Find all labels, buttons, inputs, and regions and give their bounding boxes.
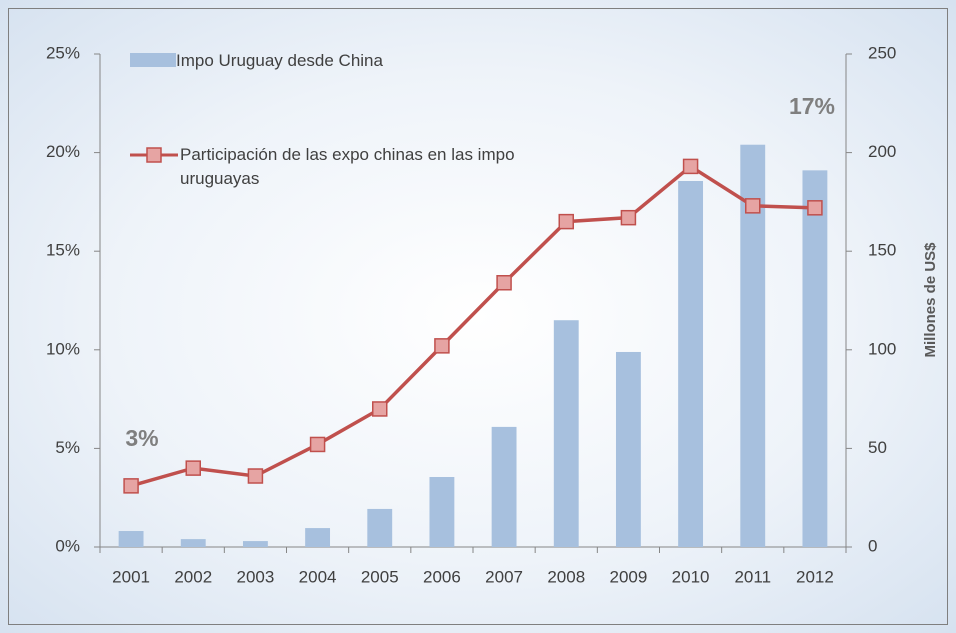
marker <box>434 338 450 354</box>
y2-axis-label: Millones de US$ <box>922 242 939 358</box>
marker <box>185 460 201 476</box>
x-tick-label: 2004 <box>299 567 337 586</box>
y-tick-label: 20% <box>46 142 80 161</box>
marker <box>123 478 139 494</box>
bar <box>491 426 517 547</box>
x-tick-label: 2008 <box>547 567 585 586</box>
bar <box>678 180 704 547</box>
legend-label: Participación de las expo chinas en las … <box>180 145 515 188</box>
bar <box>367 508 393 547</box>
marker <box>682 158 699 175</box>
x-tick-label: 2012 <box>796 567 834 586</box>
y2-tick-label: 200 <box>868 142 896 161</box>
annotation: 17% <box>789 93 835 119</box>
x-tick-label: 2003 <box>237 567 275 586</box>
marker <box>558 213 574 230</box>
legend-label: Impo Uruguay desde China <box>176 51 383 70</box>
y-tick-label: 15% <box>46 241 80 260</box>
bar <box>429 476 455 547</box>
bar <box>802 170 828 547</box>
y-tick-label: 5% <box>55 438 80 457</box>
bar <box>180 539 206 547</box>
x-tick-label: 2005 <box>361 567 399 586</box>
marker <box>807 200 823 216</box>
y2-tick-label: 0 <box>868 536 877 555</box>
bar <box>118 531 144 547</box>
x-tick-label: 2010 <box>672 567 710 586</box>
bar <box>615 351 641 547</box>
marker <box>247 468 264 484</box>
legend-item: Impo Uruguay desde China <box>130 49 383 73</box>
x-tick-label: 2001 <box>112 567 150 586</box>
bar <box>242 541 268 547</box>
y2-tick-label: 100 <box>868 339 896 358</box>
line <box>130 164 815 488</box>
marker <box>745 198 761 214</box>
y-tick-label: 10% <box>46 339 80 358</box>
marker <box>372 401 388 417</box>
y-tick-label: 25% <box>46 43 80 62</box>
marker <box>496 275 512 291</box>
y-tick-label: 0% <box>55 536 80 555</box>
x-tick-label: 2011 <box>734 567 771 586</box>
annotation: 3% <box>125 425 158 451</box>
legend-item: Participación de las expo chinas en las … <box>130 143 590 191</box>
x-tick-label: 2009 <box>610 567 648 586</box>
frame <box>8 8 948 625</box>
bar <box>553 320 579 547</box>
y2-tick-label: 150 <box>868 241 896 260</box>
x-tick-label: 2007 <box>485 567 523 586</box>
y2-tick-label: 50 <box>868 438 887 457</box>
bar <box>305 528 331 547</box>
legend-swatch <box>130 147 178 163</box>
y2-tick-label: 250 <box>868 43 896 62</box>
x-tick-label: 2006 <box>423 567 461 586</box>
x-tick-label: 2002 <box>174 567 212 586</box>
marker <box>620 209 637 226</box>
legend-swatch <box>130 53 176 67</box>
marker <box>309 436 326 453</box>
